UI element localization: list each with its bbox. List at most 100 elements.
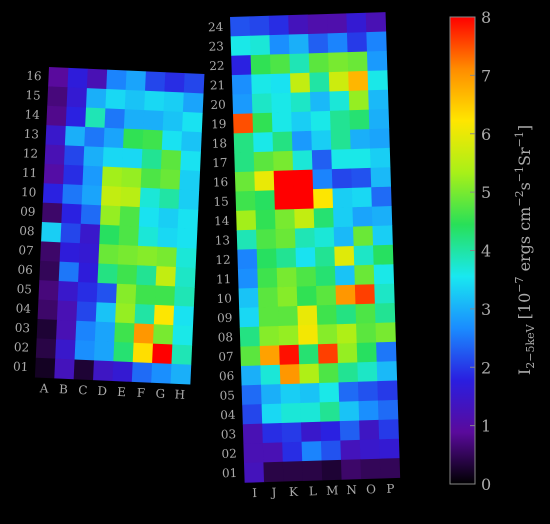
- heatmap-cell-J21: [251, 73, 272, 95]
- heatmap-cell-C07: [78, 243, 100, 264]
- heatmap-cell-N08: [336, 323, 358, 344]
- column-label-M: M: [326, 483, 339, 497]
- heatmap-cell-O17: [350, 148, 372, 169]
- heatmap-cell-H15: [182, 92, 204, 114]
- heatmap-cell-H01: [170, 363, 192, 385]
- heatmap-cell-G08: [157, 227, 179, 248]
- heatmap-cell-L19: [291, 111, 312, 132]
- heatmap-cell-K20: [271, 92, 292, 114]
- heatmap-cell-B07: [59, 242, 81, 263]
- heatmap-cell-N14: [333, 207, 354, 228]
- row-label-09: 09: [20, 204, 36, 219]
- colorbar-tick-label: 2: [481, 358, 491, 377]
- heatmap-cell-N01: [340, 459, 362, 480]
- heatmap-cell-E16: [125, 70, 147, 92]
- heatmap-cell-J24: [249, 15, 270, 37]
- heatmap-cell-A07: [40, 241, 61, 263]
- column-label-D: D: [97, 384, 107, 398]
- heatmap-cell-M05: [319, 382, 340, 403]
- heatmap-cell-F16: [145, 71, 166, 93]
- row-label-21: 21: [210, 78, 226, 92]
- row-label-01: 01: [13, 359, 29, 374]
- heatmap-cell-J17: [253, 151, 275, 172]
- heatmap-cell-F08: [137, 226, 159, 248]
- heatmap-cell-I18: [233, 132, 255, 154]
- heatmap-cell-C13: [84, 126, 105, 148]
- heatmap-cell-P20: [368, 89, 389, 111]
- column-label-C: C: [78, 383, 88, 397]
- heatmap-cell-K24: [268, 15, 290, 36]
- row-label-07: 07: [18, 243, 34, 258]
- heatmap-cell-M06: [318, 362, 339, 384]
- heatmap-cell-C02: [74, 340, 96, 361]
- heatmap-cell-I14: [236, 210, 257, 231]
- row-label-08: 08: [19, 224, 35, 239]
- heatmap-cell-A16: [48, 67, 69, 88]
- heatmap-cell-A01: [34, 357, 56, 379]
- heatmap-cell-F09: [138, 207, 160, 228]
- heatmap-cell-P12: [373, 244, 394, 266]
- heatmap-cell-M11: [315, 266, 336, 287]
- heatmap-cell-K12: [276, 247, 297, 269]
- heatmap-cell-I07: [240, 346, 261, 367]
- heatmap-cell-M08: [317, 324, 338, 345]
- heatmap-cell-N18: [330, 129, 352, 151]
- heatmap-cell-K05: [280, 383, 301, 404]
- heatmap-cell-F11: [140, 168, 162, 189]
- row-label-15: 15: [213, 194, 229, 208]
- heatmap-cell-D07: [98, 244, 119, 265]
- heatmap-cell-P06: [376, 361, 398, 382]
- heatmap-cell-H13: [181, 131, 202, 152]
- heatmap-cell-L16: [293, 169, 314, 191]
- row-label-20: 20: [210, 97, 226, 111]
- heatmap-cell-K16: [273, 170, 295, 191]
- heatmap-cell-K18: [272, 131, 293, 152]
- heatmap-cell-I20: [232, 93, 253, 115]
- heatmap-cell-I19: [233, 113, 254, 134]
- row-label-12: 12: [215, 253, 231, 267]
- heatmap-cell-D03: [94, 321, 116, 343]
- heatmap-cell-M13: [314, 227, 335, 248]
- heatmap-cell-I05: [241, 384, 262, 406]
- heatmap-cell-D13: [103, 127, 125, 149]
- heatmap-cell-P10: [374, 283, 395, 304]
- heatmap-cell-D12: [102, 147, 124, 168]
- heatmap-cell-L05: [299, 382, 321, 404]
- heatmap-cell-A09: [41, 202, 63, 224]
- heatmap-cell-M15: [313, 188, 334, 209]
- heatmap-cell-H09: [177, 208, 199, 230]
- heatmap-cell-M24: [307, 13, 328, 35]
- heatmap-cell-H03: [172, 325, 193, 346]
- column-label-F: F: [137, 386, 146, 400]
- heatmap-cell-N20: [329, 90, 350, 112]
- heatmap-cell-M14: [313, 207, 335, 229]
- column-label-J: J: [269, 485, 276, 499]
- heatmap-cell-E10: [120, 186, 142, 208]
- heatmap-cell-J20: [251, 93, 273, 114]
- heatmap-cell-O08: [356, 322, 377, 344]
- heatmap-cell-K15: [274, 189, 295, 211]
- heatmap-cell-M09: [316, 304, 338, 326]
- heatmap-cell-L17: [292, 150, 313, 171]
- heatmap-cell-K22: [269, 53, 291, 75]
- heatmap-cell-I24: [230, 16, 251, 37]
- heatmap-cell-H06: [174, 266, 196, 288]
- colorbar-tick-label: 5: [481, 183, 491, 202]
- heatmap-cell-N22: [328, 52, 349, 73]
- heatmap-cell-P24: [365, 12, 387, 33]
- heatmap-cell-H12: [180, 150, 201, 172]
- heatmap-cell-D16: [106, 69, 127, 91]
- heatmap-cell-F01: [131, 362, 153, 383]
- heatmap-cell-J22: [250, 54, 272, 75]
- heatmap-cell-E07: [117, 244, 139, 266]
- heatmap-cell-E09: [119, 206, 141, 227]
- column-label-K: K: [289, 485, 299, 499]
- heatmap-cell-D14: [104, 108, 126, 130]
- heatmap-cell-N06: [337, 362, 359, 383]
- heatmap-cell-C06: [78, 262, 99, 284]
- heatmap-cell-J05: [260, 384, 282, 405]
- heatmap-cell-K17: [273, 150, 294, 172]
- heatmap-cell-A11: [43, 163, 65, 185]
- heatmap-cell-C10: [81, 185, 103, 206]
- column-label-H: H: [174, 387, 185, 401]
